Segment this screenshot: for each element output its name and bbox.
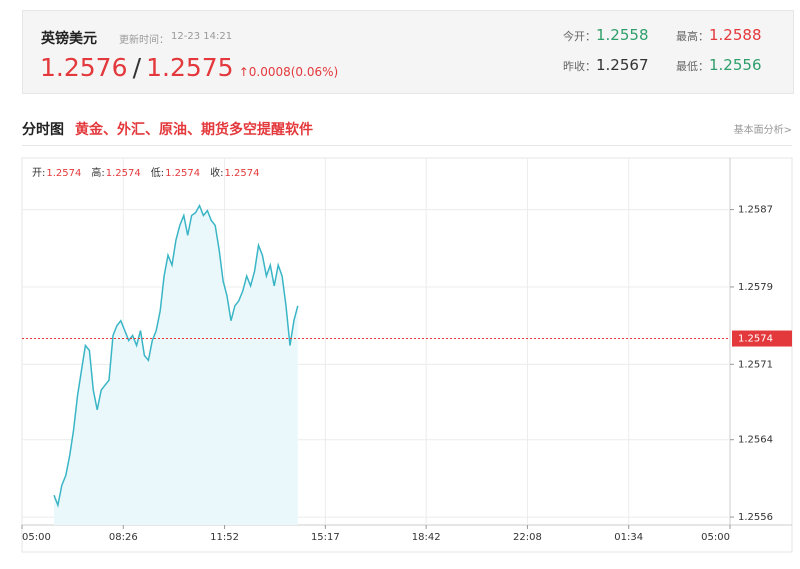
y-tick-label: 1.2564 — [738, 435, 773, 446]
ohlc-name: 开: — [32, 168, 45, 179]
price-row: 1.2576 / 1.2575 ↑0.0008(0.06%) — [40, 53, 338, 82]
reference-label-bg — [732, 330, 792, 347]
ask: 1.2575 — [146, 53, 234, 82]
divider — [22, 145, 792, 146]
ohlc-value: 1.2574 — [225, 168, 260, 179]
x-tick-label: 15:17 — [311, 532, 340, 543]
x-tick-label: 22:08 — [513, 532, 542, 543]
stat-label: 昨收： — [563, 60, 596, 73]
y-tick-label: 1.2587 — [738, 205, 773, 216]
ohlc-name: 收: — [210, 166, 223, 179]
update-time: 12-23 14:21 — [171, 31, 233, 42]
x-tick-label: 18:42 — [412, 532, 441, 543]
x-tick-label: 01:34 — [614, 532, 643, 543]
ohlc-value: 1.2574 — [106, 168, 141, 179]
y-tick-label: 1.2579 — [738, 282, 773, 293]
area — [53, 205, 298, 525]
ohlc-value: 1.2574 — [165, 168, 200, 179]
change: 0.0008(0.06%) — [248, 65, 339, 79]
stat: 最低：1.2556 — [676, 55, 762, 74]
y-tick-label: 1.2571 — [738, 359, 773, 370]
chart-frame — [21, 157, 793, 553]
ohlc-value: 1.2574 — [46, 168, 81, 179]
stat-label: 今开： — [563, 30, 596, 43]
reference-label: 1.2574 — [738, 334, 773, 345]
ohlc-name: 低: — [151, 166, 164, 179]
quote-name: 英镑美元 — [41, 31, 97, 47]
section-title: 分时图 — [22, 122, 64, 138]
stat-label: 最低： — [676, 60, 709, 73]
analysis-link[interactable]: 基本面分析> — [733, 125, 792, 136]
stat-value: 1.2567 — [596, 56, 649, 74]
separator: / — [132, 53, 142, 82]
up-arrow: ↑ — [238, 65, 249, 79]
x-tick-label: 11:52 — [210, 532, 239, 543]
stat: 昨收：1.2567 — [563, 55, 649, 74]
bid: 1.2576 — [40, 53, 128, 82]
stat-value: 1.2556 — [709, 56, 762, 74]
price-line — [53, 203, 299, 508]
x-tick-label: 08:26 — [109, 532, 138, 543]
y-tick-label: 1.2556 — [738, 512, 773, 523]
x-tick-label: 05:00 — [701, 532, 730, 543]
stat-value: 1.2558 — [596, 26, 649, 44]
ohlc-name: 高: — [91, 166, 104, 179]
stat-value: 1.2588 — [709, 26, 762, 44]
quote-panel: 英镑美元 更新时间： 12-23 14:21 1.2576 / 1.2575 ↑… — [22, 10, 794, 94]
x-tick-label: 05:00 — [22, 532, 51, 543]
stat: 最高：1.2588 — [676, 25, 762, 44]
promo-link[interactable]: 黄金、外汇、原油、期货多空提醒软件 — [75, 122, 313, 138]
update-label: 更新时间： — [119, 35, 169, 46]
stat: 今开：1.2558 — [563, 25, 649, 44]
stat-label: 最高： — [676, 30, 709, 43]
